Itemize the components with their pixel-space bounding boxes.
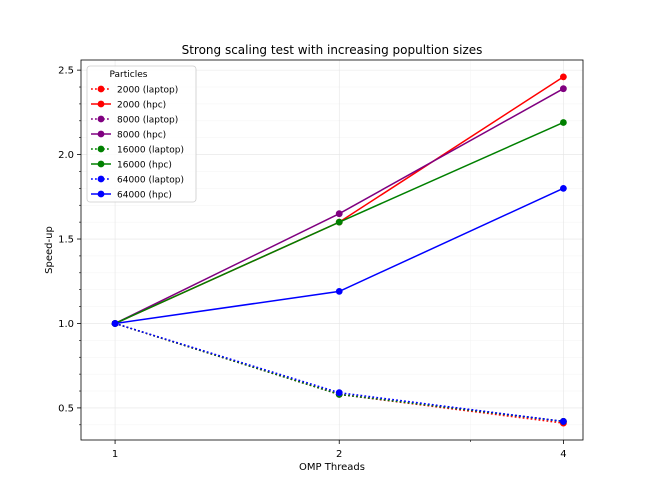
- legend-marker: [97, 100, 105, 108]
- series-line: [114, 322, 564, 424]
- grid-layer: [81, 60, 583, 440]
- chart-title: Strong scaling test with increasing popu…: [182, 43, 483, 57]
- legend-label: 16000 (hpc): [117, 161, 172, 171]
- legend-label: 8000 (laptop): [117, 116, 178, 126]
- data-point: [559, 119, 567, 126]
- data-point: [111, 320, 119, 327]
- x-tick-label: 2: [336, 449, 342, 460]
- y-tick-label: 2.0: [58, 150, 74, 161]
- data-point: [335, 389, 343, 397]
- data-point: [335, 287, 343, 295]
- series-layer: [111, 73, 567, 427]
- series-line: [114, 322, 564, 423]
- legend-marker: [97, 145, 105, 153]
- legend-label: 2000 (hpc): [117, 101, 166, 111]
- x-tick-label: 1: [112, 449, 118, 460]
- legend-marker: [97, 175, 105, 183]
- y-tick-label: 2.5: [58, 66, 74, 77]
- legend-box: [86, 65, 197, 203]
- legend-label: 64000 (hpc): [117, 191, 172, 201]
- plot-area-frame: [80, 59, 584, 441]
- axis-layer: 0.5 1.0 1.5 2.0 2.5 1 2 4: [58, 66, 566, 460]
- x-axis-label: OMP Threads: [299, 462, 365, 473]
- legend-marker: [97, 190, 105, 198]
- legend-marker: [97, 130, 105, 138]
- data-point: [335, 218, 343, 226]
- legend-title: Particles: [110, 70, 148, 80]
- data-point: [559, 73, 567, 81]
- y-tick-label: 1.0: [58, 319, 74, 330]
- data-point: [559, 184, 567, 192]
- y-tick-label: 0.5: [58, 403, 74, 414]
- data-point: [335, 210, 343, 218]
- legend-label: 64000 (laptop): [117, 176, 184, 186]
- y-axis-label: Speed-up: [44, 226, 55, 274]
- legend-marker: [97, 85, 105, 93]
- legend-label: 16000 (laptop): [117, 146, 184, 156]
- legend-label: 8000 (hpc): [117, 131, 166, 141]
- y-tick-label: 1.5: [58, 235, 74, 246]
- legend-marker: [97, 115, 105, 123]
- legend: Particles 2000 (laptop) 2000 (hpc) 8000 (la…: [86, 65, 197, 203]
- legend-marker: [97, 160, 105, 168]
- legend-label: 2000 (laptop): [117, 86, 178, 96]
- data-point: [559, 418, 567, 425]
- x-tick-label: 4: [560, 449, 566, 460]
- data-point: [559, 85, 567, 93]
